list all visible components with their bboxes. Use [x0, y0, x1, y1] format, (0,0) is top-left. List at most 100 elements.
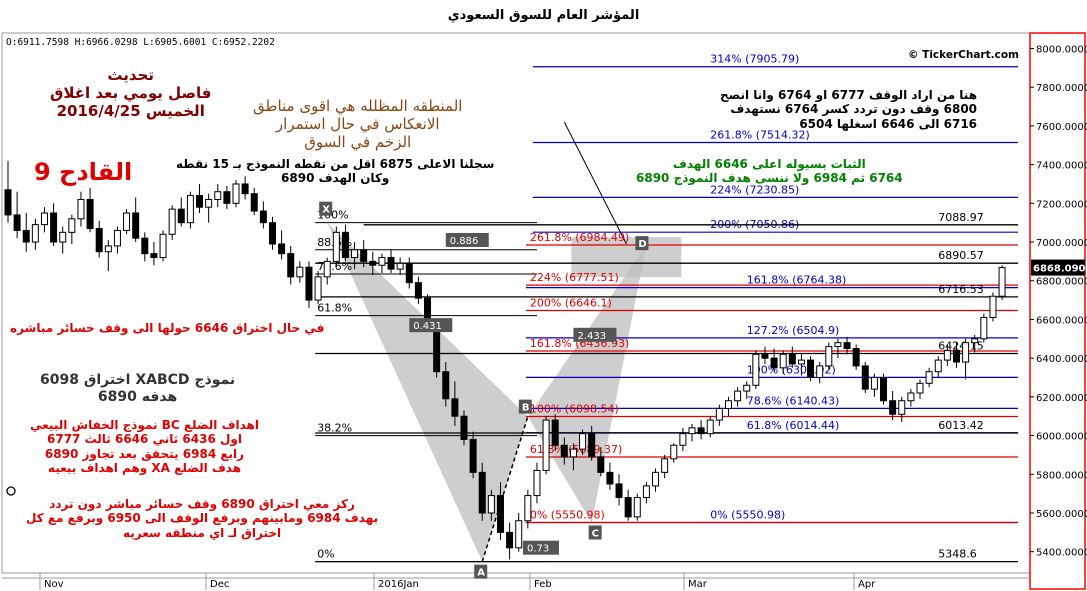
- price-level-label: 6890.57: [938, 249, 984, 262]
- pattern-xab-triangle: [327, 222, 528, 562]
- candle-body: [469, 438, 477, 473]
- zone-pointer-line: [563, 121, 627, 245]
- candle-body: [843, 342, 851, 349]
- y-tick-label: 5400.0000: [1036, 548, 1087, 559]
- candle-body: [496, 495, 504, 533]
- candle-body: [113, 229, 121, 247]
- candle-body: [396, 262, 404, 270]
- fib-left-label: 78.6%: [317, 260, 352, 273]
- candle-body: [168, 208, 176, 235]
- fib-right-label: 261.8% (6984.49): [530, 231, 630, 244]
- y-tick-label: 8000.0000: [1036, 44, 1087, 55]
- fib-left-label: 0%: [317, 548, 334, 561]
- candle-body: [159, 233, 167, 259]
- candle-body: [305, 266, 313, 301]
- candle-body: [268, 222, 276, 245]
- candle-body: [551, 419, 559, 446]
- stoploss-note: هنا من اراد الوقف 6777 او 6764 وانا انصح…: [720, 88, 978, 131]
- candle-body: [177, 208, 185, 224]
- candle-body: [351, 249, 359, 259]
- pattern-point-box: [474, 564, 488, 579]
- candle-body: [205, 198, 213, 208]
- candle-body: [770, 357, 778, 369]
- y-tick-label: 5600.0000: [1036, 509, 1087, 520]
- qadeh-label: القادح 9: [34, 158, 133, 186]
- candle-body: [852, 347, 860, 367]
- fib-right-label: 261.8% (7514.32): [710, 128, 810, 141]
- candle-body: [952, 349, 960, 363]
- pattern-point-box: [518, 399, 532, 414]
- candle-body: [241, 183, 249, 195]
- candle-body: [341, 231, 349, 259]
- fib-right-label: 78.6% (6140.43): [747, 394, 840, 407]
- candle-body: [880, 377, 888, 402]
- candle-body: [132, 212, 140, 239]
- y-tick-label: 6800.0000: [1036, 277, 1087, 288]
- x-tick-label: Nov: [44, 579, 64, 590]
- candle-body: [642, 485, 650, 499]
- last-price-tag: [1031, 259, 1085, 276]
- candle-body: [506, 531, 514, 549]
- pattern-point-label: X: [322, 205, 330, 216]
- candle-body: [569, 448, 577, 458]
- candle-body: [797, 359, 805, 365]
- candle-body: [232, 183, 240, 204]
- candle-body: [679, 433, 687, 446]
- candle-body: [287, 253, 295, 278]
- candle-body: [971, 338, 979, 344]
- candle-body: [533, 469, 541, 497]
- candle-body: [323, 260, 331, 278]
- fib-right-label: 224% (6777.51): [530, 271, 619, 284]
- candle-body: [579, 433, 587, 450]
- candle-body: [259, 210, 267, 224]
- candle-body: [715, 407, 723, 421]
- candle-body: [196, 195, 204, 208]
- candle-body: [697, 427, 705, 435]
- candle-body: [834, 342, 842, 348]
- update-note: تحديث فاصل يومي بعد اغلاق الخميس 2016/4/25: [50, 66, 212, 120]
- candle-body: [889, 400, 897, 415]
- candle-body: [414, 282, 422, 299]
- candle-body: [743, 384, 751, 392]
- x-tick-label: Mar: [688, 579, 708, 590]
- candle-body: [442, 371, 450, 400]
- candle-body: [706, 419, 714, 435]
- fib-right-label: 314% (7905.79): [710, 53, 799, 66]
- candle-body: [752, 353, 760, 386]
- candle-body: [670, 444, 678, 460]
- candle-body: [451, 398, 459, 417]
- candle-body: [141, 237, 149, 255]
- candle-body: [524, 495, 532, 522]
- candle-body: [186, 195, 194, 224]
- fib-right-label: 0% (5550.98): [710, 508, 785, 521]
- price-level-label: 7088.97: [938, 211, 984, 224]
- candle-body: [515, 520, 523, 549]
- pattern-point-label: C: [592, 528, 599, 539]
- candle-body: [624, 497, 632, 518]
- candle-body: [314, 276, 322, 301]
- candle-body: [369, 260, 377, 266]
- y-tick-label: 7200.0000: [1036, 199, 1087, 210]
- candle-body: [606, 471, 614, 485]
- candle-body: [980, 317, 988, 340]
- bc-targets-note: اهداف الضلع BC نموذج الخفاش البيعي اول 64…: [30, 418, 259, 476]
- candle-body: [77, 198, 85, 220]
- candle-body: [104, 245, 112, 253]
- candle-body: [825, 346, 833, 367]
- y-tick-label: 6600.0000: [1036, 315, 1087, 326]
- candle-body: [360, 249, 368, 262]
- y-tick-label: 5800.0000: [1036, 470, 1087, 481]
- candle-body: [123, 212, 131, 231]
- fib-right-label: 161.8% (6764.38): [747, 274, 847, 287]
- candle-body: [487, 495, 495, 514]
- candle-body: [816, 365, 824, 379]
- y-tick-label: 6000.0000: [1036, 432, 1087, 443]
- fib-right-label: 224% (7230.85): [710, 183, 799, 196]
- candle-body: [989, 295, 997, 319]
- candle-body: [907, 392, 915, 402]
- candle-body: [478, 471, 486, 514]
- candle-body: [250, 193, 258, 212]
- price-level-label: 5348.6: [938, 548, 977, 561]
- candle-body: [688, 427, 696, 435]
